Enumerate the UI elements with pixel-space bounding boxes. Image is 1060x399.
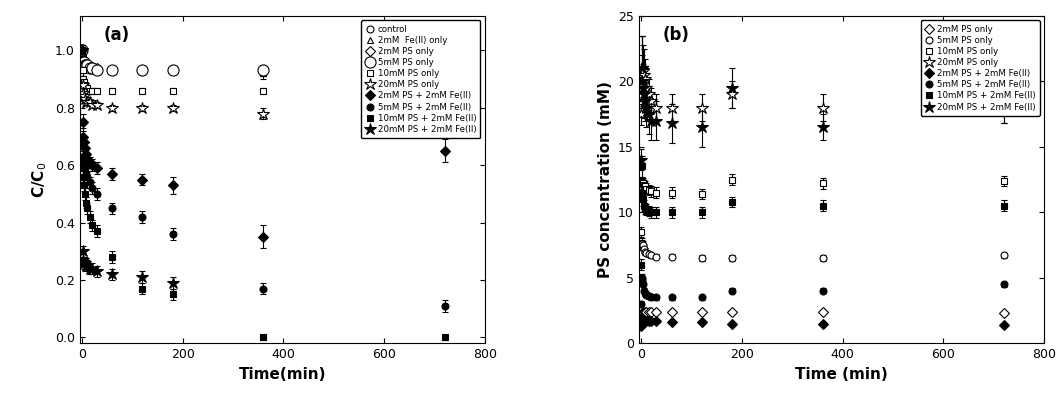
Text: (b): (b)	[664, 26, 690, 44]
Legend: 2mM PS only, 5mM PS only, 10mM PS only, 20mM PS only, 2mM PS + 2mM Fe(II), 5mM P: 2mM PS only, 5mM PS only, 10mM PS only, …	[920, 20, 1040, 116]
Y-axis label: C/C$_0$: C/C$_0$	[31, 162, 49, 198]
X-axis label: Time (min): Time (min)	[795, 367, 888, 381]
Text: (a): (a)	[104, 26, 130, 44]
Y-axis label: PS concentration (mM): PS concentration (mM)	[598, 81, 613, 278]
X-axis label: Time(min): Time(min)	[238, 367, 325, 381]
Legend: control, 2mM  Fe(II) only, 2mM PS only, 5mM PS only, 10mM PS only, 20mM PS only,: control, 2mM Fe(II) only, 2mM PS only, 5…	[361, 20, 480, 138]
